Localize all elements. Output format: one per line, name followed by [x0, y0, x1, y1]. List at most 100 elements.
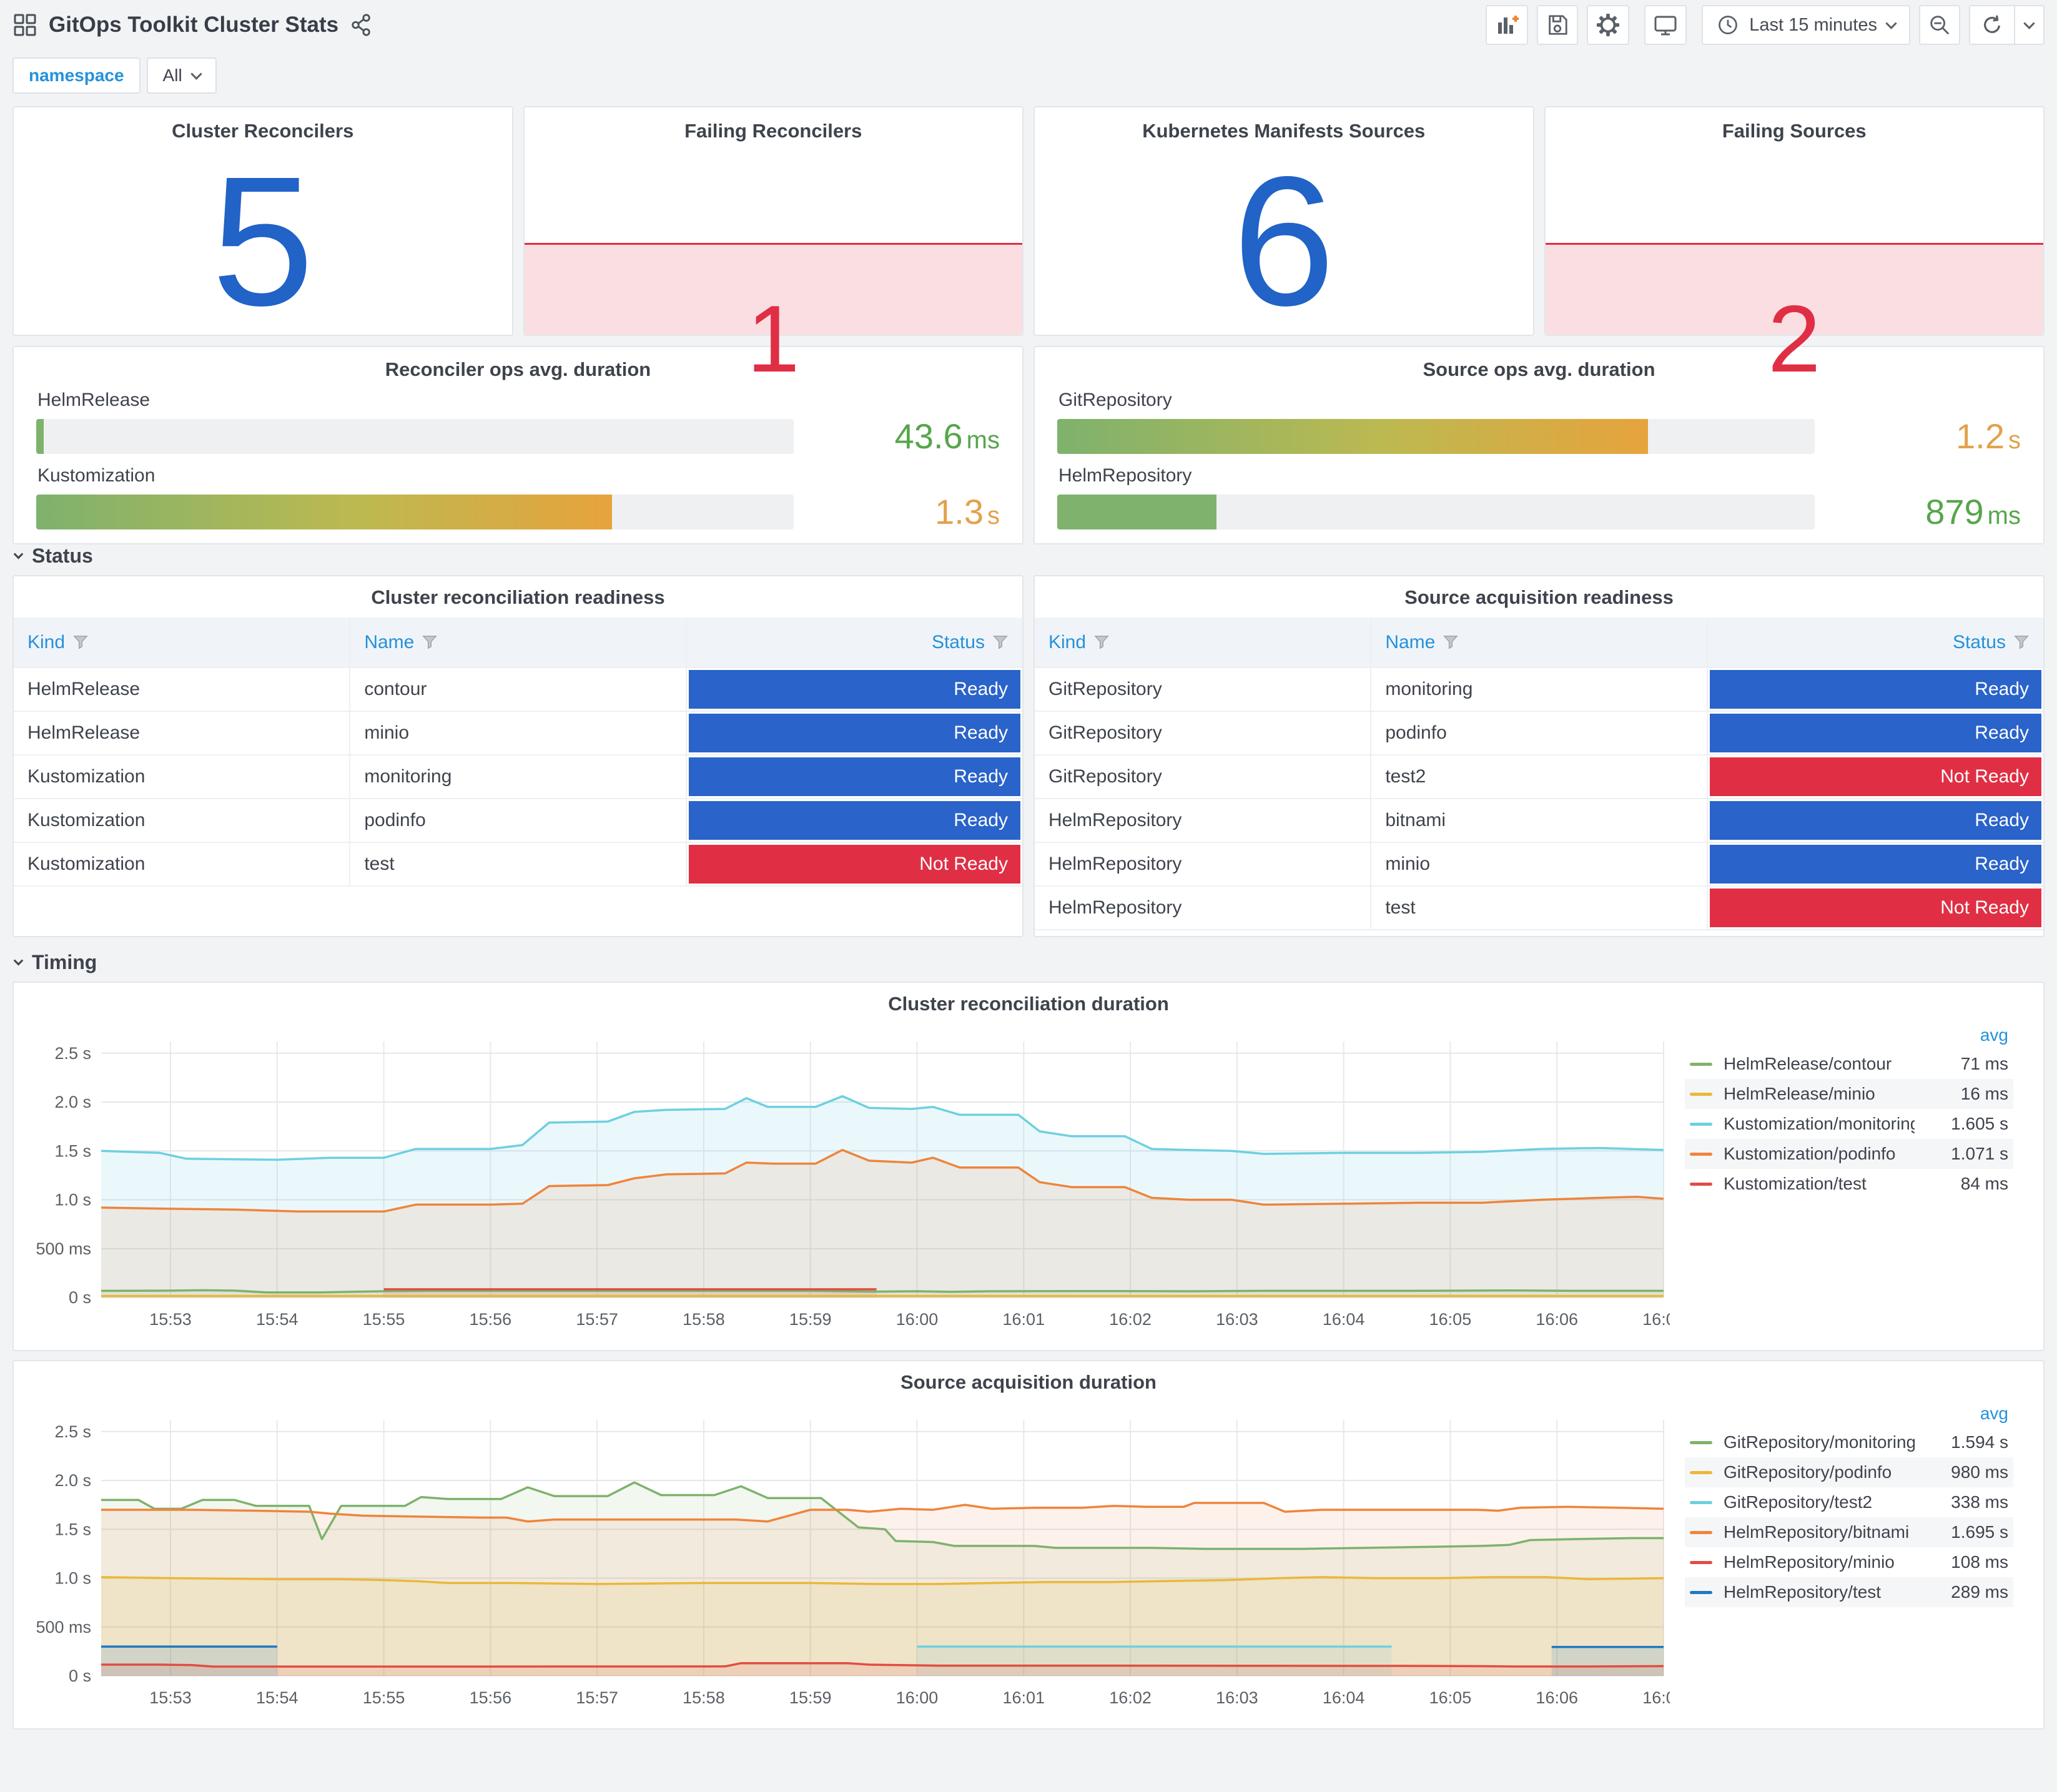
gauge-value: 43.6 ms — [894, 416, 1000, 456]
legend-item[interactable]: GitRepository/podinfo 980 ms — [1685, 1457, 2013, 1487]
column-header-name[interactable]: Name — [1370, 618, 1708, 668]
series-name: GitRepository/podinfo — [1724, 1462, 1892, 1482]
series-avg-value: 84 ms — [1960, 1174, 2008, 1193]
legend-item[interactable]: HelmRelease/minio 16 ms — [1685, 1079, 2013, 1109]
stat-value: 5 — [211, 137, 314, 344]
cell-name: test2 — [1370, 754, 1708, 799]
panel-title[interactable]: Reconciler ops avg. duration — [385, 358, 651, 380]
dashboard-settings-button[interactable] — [1587, 5, 1630, 45]
cell-name: podinfo — [1370, 711, 1708, 756]
gauge-track — [1057, 418, 1815, 454]
stat-panel-title[interactable]: Failing Sources — [1722, 120, 1867, 142]
panel-title[interactable]: Cluster reconciliation duration — [888, 993, 1169, 1015]
legend-item[interactable]: Kustomization/monitoring 1.605 s — [1685, 1109, 2013, 1139]
chart-plot-area[interactable]: 0 s 500 ms 1.0 s 1.5 s 2.0 s 2.5 s 15:53 15:54 1… — [27, 1396, 1670, 1711]
time-range-picker[interactable]: Last 15 minutes — [1702, 5, 1910, 45]
svg-text:0 s: 0 s — [69, 1666, 91, 1685]
table-row: HelmRepository bitnami Ready — [1035, 798, 2043, 843]
share-icon[interactable] — [350, 13, 373, 37]
stat-panel: Failing Sources 2 — [1544, 106, 2045, 386]
filter-icon — [422, 635, 438, 649]
panel-title[interactable]: Source ops avg. duration — [1423, 358, 1655, 380]
readiness-table: Kind Name Status HelmRelease contour Rea… — [14, 618, 1022, 887]
svg-text:16:06: 16:06 — [1536, 1688, 1578, 1707]
series-avg-value: 71 ms — [1960, 1054, 2008, 1073]
chevron-down-icon — [13, 549, 24, 559]
variable-value-dropdown[interactable]: All — [146, 57, 217, 94]
chevron-down-icon — [13, 955, 24, 966]
stat-panel-title[interactable]: Failing Reconcilers — [684, 120, 862, 142]
series-avg-value: 980 ms — [1951, 1462, 2008, 1482]
cycle-view-button[interactable] — [1644, 5, 1687, 45]
legend-item[interactable]: GitRepository/test2 338 ms — [1685, 1487, 2013, 1517]
stat-panel: Kubernetes Manifests Sources 6 — [1033, 106, 1534, 336]
panel-title[interactable]: Source acquisition readiness — [1404, 586, 1674, 608]
gauge-value: 1.3 s — [935, 492, 1000, 531]
stat-panel-title[interactable]: Cluster Reconcilers — [172, 120, 354, 142]
chart-plot-area[interactable]: 0 s 500 ms 1.0 s 1.5 s 2.0 s 2.5 s 15:53 15:54 1… — [27, 1018, 1670, 1333]
cell-status: Ready — [685, 667, 1022, 712]
legend-item[interactable]: HelmRepository/minio 108 ms — [1685, 1547, 2013, 1577]
panel-title[interactable]: Cluster reconciliation readiness — [371, 586, 665, 608]
zoom-out-button[interactable] — [1919, 5, 1960, 45]
legend-avg-header[interactable]: avg — [1980, 1404, 2008, 1423]
svg-text:16:06: 16:06 — [1536, 1310, 1578, 1329]
cell-status: Ready — [685, 754, 1022, 799]
gauge-row: HelmRelease 43.6 ms — [36, 390, 1000, 456]
svg-text:500 ms: 500 ms — [36, 1618, 91, 1637]
cell-name: bitnami — [1370, 798, 1708, 843]
legend-item[interactable]: Kustomization/podinfo 1.071 s — [1685, 1139, 2013, 1169]
refresh-interval-dropdown[interactable] — [2014, 6, 2043, 44]
svg-text:15:59: 15:59 — [789, 1310, 832, 1329]
legend-item[interactable]: HelmRepository/test 289 ms — [1685, 1577, 2013, 1607]
column-header-kind[interactable]: Kind — [1035, 618, 1372, 668]
filter-icon — [993, 635, 1008, 649]
refresh-icon — [1984, 15, 2001, 33]
add-panel-button[interactable] — [1486, 5, 1529, 45]
svg-text:16:01: 16:01 — [1003, 1310, 1045, 1329]
section-header-status[interactable]: Status — [13, 544, 2045, 568]
status-badge: Ready — [1709, 801, 2041, 840]
svg-text:15:57: 15:57 — [576, 1310, 618, 1329]
chevron-down-icon — [190, 67, 202, 80]
gauge-track — [1057, 494, 1815, 529]
stat-sparkline-area — [1545, 242, 2043, 335]
dashboard-grid-icon[interactable] — [12, 12, 37, 37]
series-color-dash — [1690, 1182, 1712, 1186]
section-header-timing[interactable]: Timing — [13, 951, 2045, 974]
status-badge: Not Ready — [688, 845, 1020, 884]
legend-item[interactable]: HelmRepository/bitnami 1.695 s — [1685, 1517, 2013, 1547]
legend-item[interactable]: GitRepository/monitoring 1.594 s — [1685, 1427, 2013, 1457]
series-color-dash — [1690, 1470, 1712, 1474]
gauge-track — [36, 418, 794, 454]
cell-kind: HelmRepository — [1035, 885, 1372, 930]
legend-avg-header[interactable]: avg — [1980, 1025, 2008, 1045]
gauge-fill — [36, 418, 44, 454]
column-header-status[interactable]: Status — [685, 618, 1022, 668]
cell-status: Ready — [685, 798, 1022, 843]
column-header-name[interactable]: Name — [349, 618, 687, 668]
legend-item[interactable]: Kustomization/test 84 ms — [1685, 1169, 2013, 1199]
table-row: GitRepository test2 Not Ready — [1035, 754, 2043, 799]
series-name: HelmRepository/test — [1724, 1582, 1882, 1602]
readiness-table: Kind Name Status GitRepository monitorin… — [1035, 618, 2043, 930]
table-row: HelmRepository minio Ready — [1035, 842, 2043, 887]
column-header-kind[interactable]: Kind — [14, 618, 351, 668]
stat-panels-row: Cluster Reconcilers 5 Failing Reconcilers 1… — [12, 106, 2045, 386]
cell-status: Ready — [1706, 667, 2043, 712]
status-badge: Ready — [688, 670, 1020, 709]
stat-panel: Failing Reconcilers 1 — [523, 106, 1024, 386]
svg-text:16:04: 16:04 — [1323, 1310, 1365, 1329]
gear-icon — [1597, 13, 1620, 37]
refresh-button[interactable] — [1970, 6, 2014, 44]
save-dashboard-button[interactable] — [1537, 5, 1579, 45]
toolbar: Last 15 minutes — [1477, 5, 2045, 45]
series-name: GitRepository/test2 — [1724, 1492, 1873, 1512]
stat-panel-title[interactable]: Kubernetes Manifests Sources — [1142, 120, 1426, 142]
column-header-status[interactable]: Status — [1706, 618, 2043, 668]
svg-text:2.0 s: 2.0 s — [54, 1471, 91, 1490]
series-name: HelmRepository/bitnami — [1724, 1522, 1910, 1542]
legend-item[interactable]: HelmRelease/contour 71 ms — [1685, 1049, 2013, 1079]
gauge-track — [36, 494, 794, 529]
panel-title[interactable]: Source acquisition duration — [900, 1371, 1157, 1393]
